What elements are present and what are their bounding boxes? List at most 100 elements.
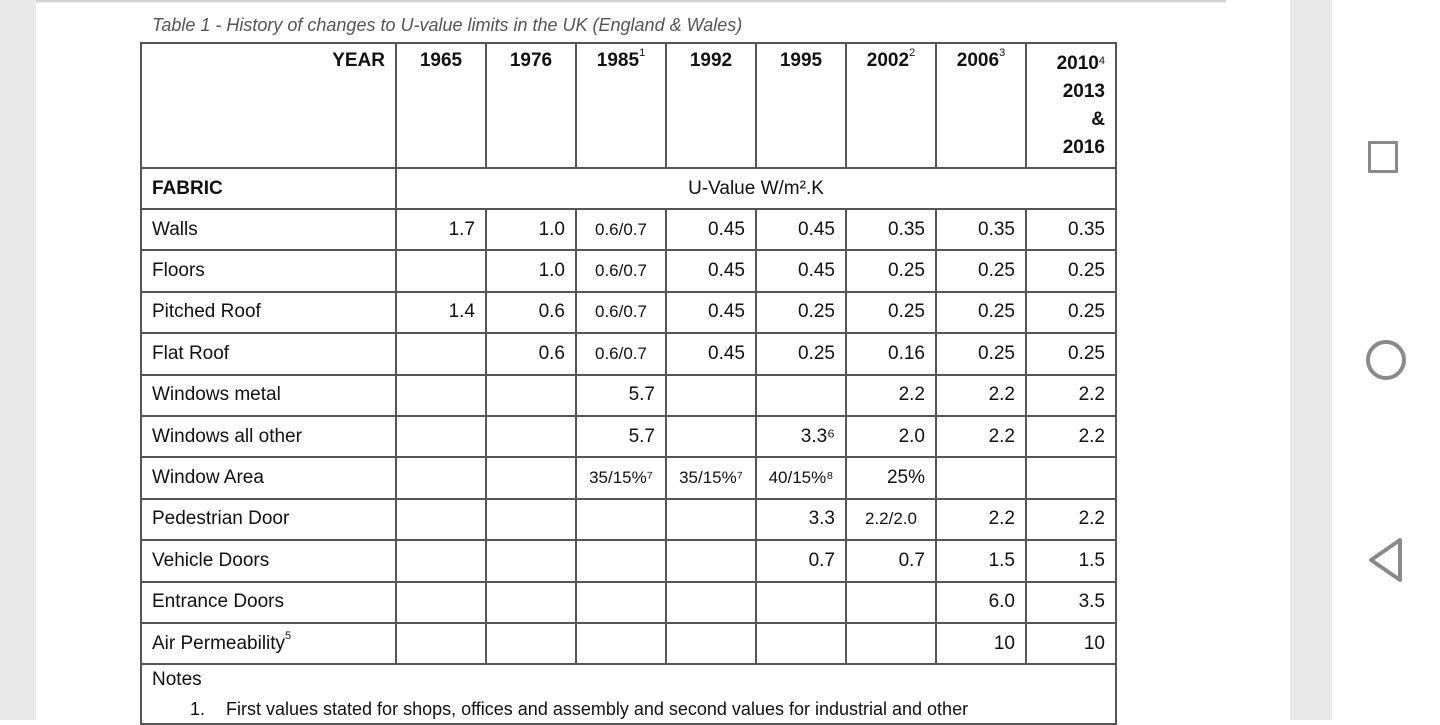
value-cell: 1.4 (395, 290, 487, 335)
row-label: Flat Roof (140, 332, 397, 376)
value-cell: 0.6/0.7 (575, 290, 667, 335)
value-cell (395, 497, 487, 542)
value-cell (395, 539, 487, 583)
recents-square-icon[interactable] (1368, 141, 1398, 173)
table-row: Vehicle Doors 0.7 0.7 1.5 1.5 (140, 539, 1117, 583)
value-cell: 0.45 (665, 332, 757, 376)
value-cell: 1.0 (485, 207, 577, 252)
value-cell (485, 621, 577, 666)
value-cell (665, 539, 757, 583)
row-label: Windows metal (140, 373, 397, 417)
value-cell (395, 456, 487, 500)
year-header-row: YEAR 1965 1976 19851 1992 1995 20022 200… (140, 42, 1117, 169)
value-cell: 0.16 (845, 332, 937, 376)
value-cell (395, 373, 487, 417)
value-cell: 0.25 (755, 332, 847, 376)
value-cell (485, 456, 577, 500)
value-cell (575, 539, 667, 583)
value-cell: 2.2 (935, 414, 1027, 459)
value-cell (1025, 456, 1117, 500)
value-cell (665, 497, 757, 542)
row-label: Window Area (140, 456, 397, 500)
value-cell: 0.6 (485, 332, 577, 376)
value-cell: 0.35 (1025, 207, 1117, 252)
value-cell (485, 539, 577, 583)
value-cell (485, 580, 577, 624)
value-cell: 0.6/0.7 (575, 207, 667, 252)
value-cell: 0.25 (1025, 249, 1117, 293)
value-cell: 0.6/0.7 (575, 249, 667, 293)
value-cell (935, 456, 1027, 500)
value-cell (665, 414, 757, 459)
year-header-cell: 20022 (845, 42, 937, 169)
value-cell: 0.35 (845, 207, 937, 252)
value-cell (665, 373, 757, 417)
value-cell: 0.45 (665, 249, 757, 293)
value-cell: 0.25 (935, 332, 1027, 376)
value-cell: 2.2 (1025, 414, 1117, 459)
value-cell: 10 (1025, 621, 1117, 666)
year-label: YEAR (140, 42, 397, 169)
value-cell (485, 373, 577, 417)
year-header-cell: 1995 (755, 42, 847, 169)
value-cell: 40/15%⁸ (755, 456, 847, 500)
table-row: Pitched Roof 1.4 0.6 0.6/0.7 0.45 0.25 0.25 0.2… (140, 290, 1117, 335)
value-cell: 0.6/0.7 (575, 332, 667, 376)
value-cell (755, 580, 847, 624)
row-label: Entrance Doors (140, 580, 397, 624)
back-triangle-icon[interactable] (1366, 537, 1406, 583)
row-label: Pitched Roof (140, 290, 397, 335)
value-cell: 0.45 (755, 207, 847, 252)
value-cell (665, 621, 757, 666)
row-label: Air Permeability5 (140, 621, 397, 666)
table-row: Windows metal 5.7 2.2 2.2 2.2 (140, 373, 1117, 417)
value-cell: 0.25 (935, 290, 1027, 335)
year-header-cell: 20063 (935, 42, 1027, 169)
value-cell: 1.7 (395, 207, 487, 252)
table-row: Flat Roof 0.6 0.6/0.7 0.45 0.25 0.16 0.25 0.25 (140, 332, 1117, 376)
notes-row: Notes 1. First values stated for shops, o… (140, 663, 1117, 725)
value-cell: 2.2 (845, 373, 937, 417)
row-label: Pedestrian Door (140, 497, 397, 542)
table-row: Air Permeability5 10 10 (140, 621, 1117, 666)
value-cell: 0.7 (755, 539, 847, 583)
value-cell (395, 249, 487, 293)
value-cell (665, 580, 757, 624)
value-cell: 0.45 (755, 249, 847, 293)
row-label: Walls (140, 207, 397, 252)
table-row: Windows all other 5.7 3.3⁶ 2.0 2.2 2.2 (140, 414, 1117, 459)
value-cell: 25% (845, 456, 937, 500)
page-top-edge (36, 0, 1226, 3)
row-label: Windows all other (140, 414, 397, 459)
table-row: Floors 1.0 0.6/0.7 0.45 0.45 0.25 0.25 0.25 (140, 249, 1117, 293)
table-row: Pedestrian Door 3.3 2.2/2.0 2.2 2.2 (140, 497, 1117, 542)
value-cell: 5.7 (575, 373, 667, 417)
value-cell: 35/15%⁷ (575, 456, 667, 500)
value-cell: 2.2/2.0 (845, 497, 937, 542)
value-cell (755, 373, 847, 417)
year-header-cell: 1992 (665, 42, 757, 169)
value-cell: 5.7 (575, 414, 667, 459)
row-label: Floors (140, 249, 397, 293)
value-cell: 6.0 (935, 580, 1027, 624)
value-cell: 2.2 (935, 373, 1027, 417)
value-cell: 0.6 (485, 290, 577, 335)
year-header-cell-last: 20104 2013 & 2016 (1025, 42, 1117, 169)
value-cell: 2.2 (1025, 497, 1117, 542)
table-row: Entrance Doors 6.0 3.5 (140, 580, 1117, 624)
fabric-unit-row: FABRIC U-Value W/m².K (140, 167, 1117, 210)
value-cell: 0.35 (935, 207, 1027, 252)
value-cell (845, 580, 937, 624)
value-cell (395, 414, 487, 459)
value-cell: 0.45 (665, 207, 757, 252)
value-cell (755, 621, 847, 666)
value-cell (575, 580, 667, 624)
note-text: First values stated for shops, offices a… (226, 698, 969, 719)
value-cell: 3.5 (1025, 580, 1117, 624)
year-header-cell: 1976 (485, 42, 577, 169)
value-cell (485, 497, 577, 542)
home-circle-icon[interactable] (1366, 340, 1406, 380)
value-cell: 2.2 (1025, 373, 1117, 417)
value-cell (575, 497, 667, 542)
row-label: Vehicle Doors (140, 539, 397, 583)
